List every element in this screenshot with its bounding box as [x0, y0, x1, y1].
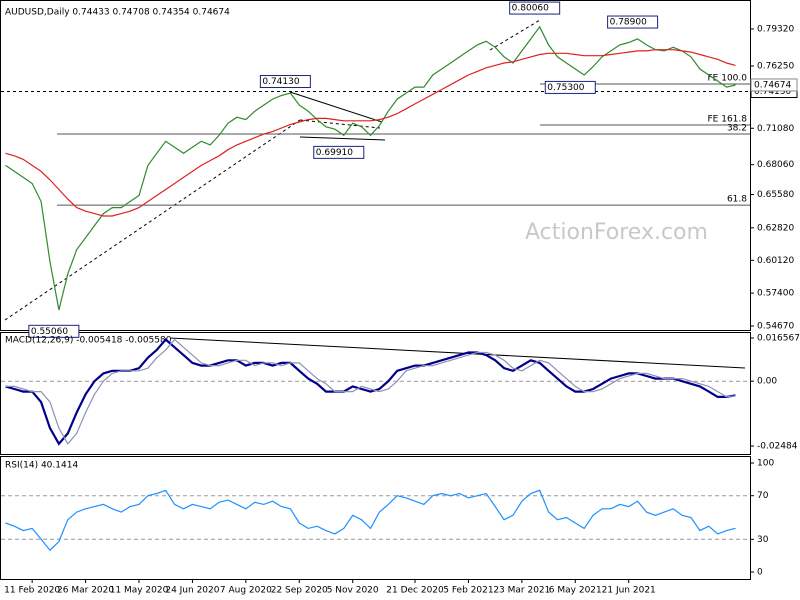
- y-tick-label: 0.60120: [757, 256, 794, 266]
- annotation: 0.69910: [316, 148, 353, 158]
- price-panel: [0, 0, 751, 331]
- annotation: 0.75300: [547, 83, 584, 93]
- y-tick-label: 30: [757, 535, 769, 545]
- annotation-box: [607, 15, 659, 29]
- series-line: [5, 25, 736, 311]
- annotation: 0.80060: [512, 4, 549, 14]
- y-tick-label: 0.00: [757, 377, 777, 387]
- y-tick-label: 0.65580: [757, 190, 794, 200]
- annotation-box: [509, 1, 561, 15]
- panel-title: AUDUSD,Daily 0.74433 0.74708 0.74354 0.7…: [5, 8, 230, 18]
- y-tick-label: 0.57400: [757, 289, 794, 299]
- x-tick-label: 5 Feb 2021: [443, 586, 493, 596]
- trendline: [299, 119, 381, 129]
- panel-title: RSI(14) 40.1414: [5, 461, 78, 471]
- triangle-line: [299, 136, 386, 141]
- annotation-box: [313, 145, 365, 159]
- x-tick-label: 21 Dec 2020: [386, 586, 444, 596]
- y-tick-label: 0: [757, 568, 763, 578]
- series-line: [5, 49, 736, 217]
- x-tick-label: 5 Nov 2020: [327, 586, 379, 596]
- y-tick-label: 0.68060: [757, 160, 794, 170]
- y-tick-label: 70: [757, 491, 769, 501]
- annotation: 0.74130: [262, 77, 299, 87]
- last-price-box: [750, 78, 798, 92]
- annotation: 0.78900: [610, 18, 647, 28]
- x-tick-label: 7 Aug 2020: [220, 586, 272, 596]
- annotation: 0.55060: [31, 327, 68, 337]
- level-label: 61.8: [727, 195, 747, 205]
- annotation-box: [544, 80, 596, 94]
- level-label: FE 161.8: [708, 115, 748, 125]
- y-tick-label: 0.71080: [757, 124, 794, 134]
- level-label: FE 100.0: [708, 74, 748, 84]
- y-tick-label: 0.76250: [757, 61, 794, 71]
- x-tick-label: 22 Sep 2020: [271, 586, 328, 596]
- rsi-panel: [0, 456, 751, 580]
- level-label: 0.74130: [754, 87, 791, 97]
- triangle-line: [289, 91, 383, 123]
- series-line: [5, 338, 736, 445]
- x-tick-label: 23 Mar 2021: [493, 586, 550, 596]
- x-tick-label: 11 May 2020: [110, 586, 169, 596]
- watermark: ActionForex.com: [525, 220, 708, 245]
- trendline: [489, 19, 541, 51]
- y-tick-label: 0.016567: [757, 333, 800, 343]
- macd-trendline: [169, 337, 746, 369]
- last-price: 0.74674: [754, 80, 791, 90]
- x-tick-label: 21 Jun 2021: [602, 586, 656, 596]
- macd-panel: [0, 332, 751, 455]
- y-tick-label: 0.62820: [757, 223, 794, 233]
- annotation-box: [259, 75, 311, 89]
- y-tick-label: -0.02484: [757, 442, 798, 452]
- x-tick-label: 24 Jun 2020: [165, 586, 219, 596]
- y-tick-label: 0.54670: [757, 322, 794, 332]
- x-tick-label: 26 Mar 2020: [57, 586, 114, 596]
- x-tick-label: 11 Feb 2020: [4, 586, 60, 596]
- annotation-box: [28, 324, 80, 338]
- level-label: 38.2: [727, 124, 747, 134]
- y-tick-label: 100: [757, 459, 774, 469]
- frame: [0, 0, 751, 580]
- y-tick-label: 0.79320: [757, 24, 794, 34]
- series-line: [5, 489, 736, 552]
- x-tick-label: 6 May 2021: [549, 586, 602, 596]
- panel-title: MACD(12,26,9) -0.005418 -0.005580: [5, 336, 172, 346]
